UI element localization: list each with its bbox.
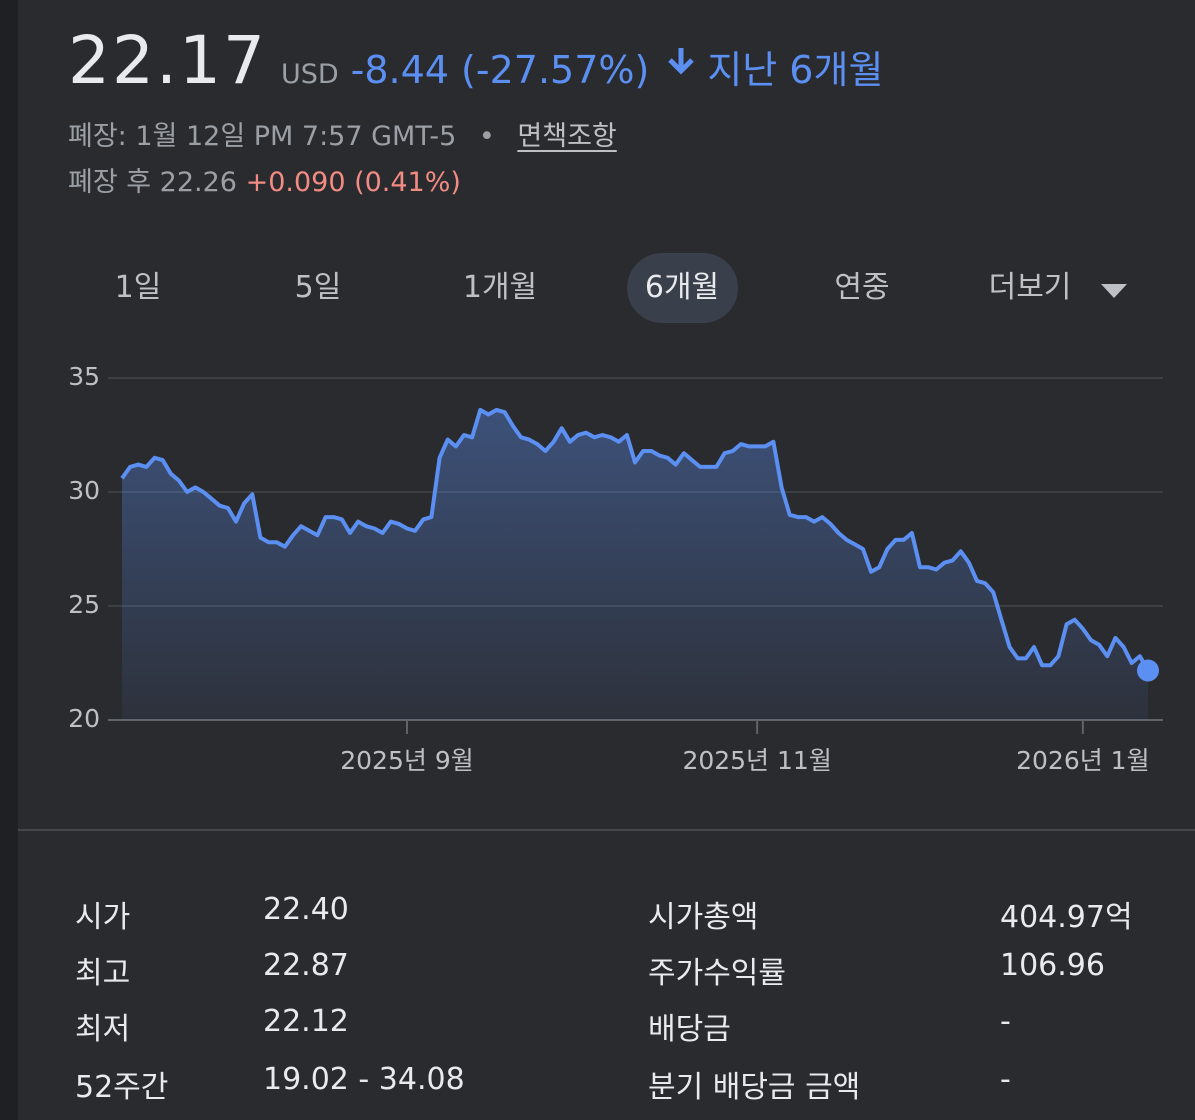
stat-label: 최저 (75, 1012, 131, 1047)
range-tab[interactable]: 1개월 (462, 270, 538, 305)
stat-label: 분기 배당금 금액 (648, 1070, 861, 1105)
y-tick-label: 30 (68, 476, 100, 505)
after-hours-line: 폐장 후 22.26 +0.090 (0.41%) (68, 160, 461, 199)
stat-value: 106.96 (1000, 948, 1105, 983)
price-area (122, 409, 1148, 720)
stat-value: - (1000, 1004, 1011, 1039)
divider (18, 829, 1195, 831)
range-tab[interactable]: 6개월 (644, 270, 720, 305)
selected-tab-pill (627, 253, 738, 323)
stat-label: 시가총액 (648, 900, 759, 935)
period: 지난 6개월 (707, 48, 884, 92)
stat-label: 최고 (75, 956, 131, 991)
stat-label: 52주간 (75, 1070, 169, 1105)
x-tick-label: 2025년 11월 (682, 746, 831, 775)
after-hours-change: +0.090 (0.41%) (245, 167, 461, 198)
stat-value: 22.40 (263, 892, 349, 927)
y-tick-label: 20 (68, 704, 100, 733)
price-change: -8.44 (-27.57%) (350, 48, 650, 92)
y-tick-label: 35 (68, 362, 100, 391)
stat-value: 404.97억 (1000, 900, 1133, 935)
down-arrow-icon (668, 47, 695, 75)
range-tab[interactable]: 더보기 (988, 270, 1072, 305)
range-tab[interactable]: 1일 (114, 270, 162, 305)
x-tick-label: 2025년 9월 (340, 746, 473, 775)
last-price-dot (1137, 659, 1159, 682)
range-tab[interactable]: 5일 (294, 270, 342, 305)
stat-value: 22.12 (263, 1004, 349, 1039)
stat-value: 19.02 - 34.08 (263, 1062, 465, 1097)
stat-value: 22.87 (263, 948, 349, 983)
closed-time: 폐장: 1월 12일 PM 7:57 GMT-5 (68, 121, 457, 152)
price-line (120, 407, 1150, 672)
currency: USD (280, 59, 339, 90)
dropdown-icon[interactable] (1099, 281, 1129, 301)
price: 22.17 (68, 22, 267, 99)
after-hours-price: 폐장 후 22.26 (68, 167, 237, 198)
stat-label: 시가 (75, 900, 131, 935)
x-tick-label: 2026년 1월 (1016, 746, 1149, 775)
range-tab[interactable]: 연중 (834, 270, 890, 305)
separator: • (478, 121, 495, 152)
price-chart: 20 25 30 35 2025년 9월 2025년 11월 2026년 1월 (68, 362, 1163, 775)
stat-value: - (1000, 1062, 1011, 1097)
stat-label: 주가수익률 (648, 956, 786, 991)
disclaimer-link[interactable]: 면책조항 (517, 121, 617, 152)
status-line: 폐장: 1월 12일 PM 7:57 GMT-5 • 면책조항 (68, 114, 617, 153)
stat-label: 배당금 (648, 1012, 731, 1047)
y-tick-label: 25 (68, 590, 100, 619)
quote-header: 22.17 USD -8.44 (-27.57%) 지난 6개월 (68, 22, 883, 99)
